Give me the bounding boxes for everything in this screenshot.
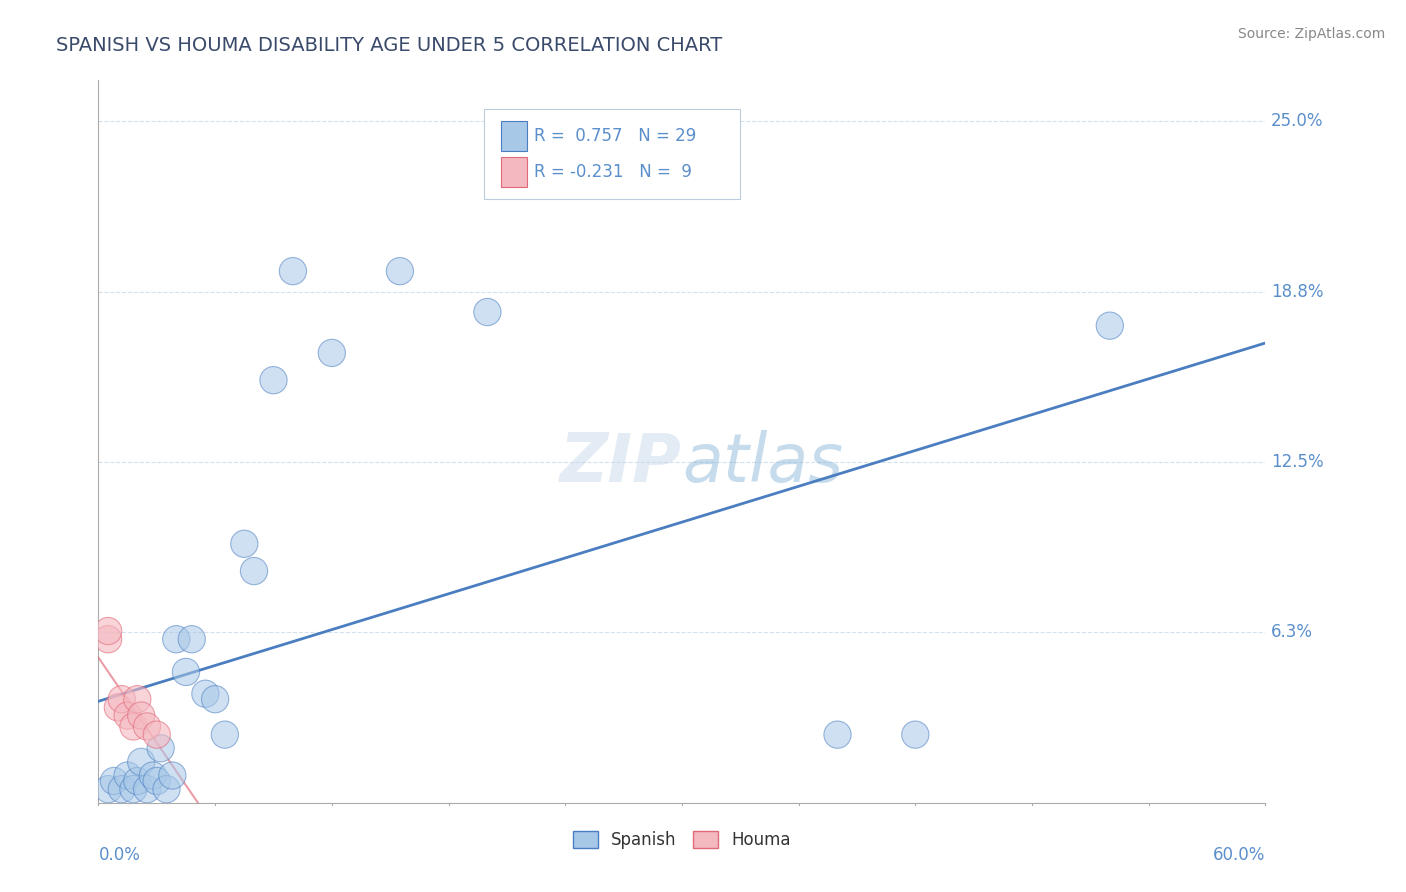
Ellipse shape xyxy=(1097,312,1123,339)
Text: 12.5%: 12.5% xyxy=(1271,453,1324,471)
Ellipse shape xyxy=(163,625,190,653)
Text: atlas: atlas xyxy=(682,430,844,496)
Ellipse shape xyxy=(173,658,200,686)
Ellipse shape xyxy=(94,775,122,803)
Ellipse shape xyxy=(211,721,239,748)
Ellipse shape xyxy=(179,625,205,653)
Ellipse shape xyxy=(387,258,413,285)
Ellipse shape xyxy=(100,767,128,795)
Ellipse shape xyxy=(94,625,122,653)
Ellipse shape xyxy=(260,367,287,394)
Ellipse shape xyxy=(153,775,180,803)
Ellipse shape xyxy=(124,767,150,795)
Text: SPANISH VS HOUMA DISABILITY AGE UNDER 5 CORRELATION CHART: SPANISH VS HOUMA DISABILITY AGE UNDER 5 … xyxy=(56,36,723,54)
Ellipse shape xyxy=(280,258,307,285)
Ellipse shape xyxy=(108,686,135,713)
Ellipse shape xyxy=(114,702,141,729)
Text: 60.0%: 60.0% xyxy=(1213,847,1265,864)
Text: 0.0%: 0.0% xyxy=(98,847,141,864)
FancyBboxPatch shape xyxy=(501,157,527,187)
Legend: Spanish, Houma: Spanish, Houma xyxy=(567,824,797,856)
Text: 6.3%: 6.3% xyxy=(1271,624,1313,641)
Text: ZIP: ZIP xyxy=(560,430,682,496)
Text: 25.0%: 25.0% xyxy=(1271,112,1323,130)
Ellipse shape xyxy=(94,617,122,645)
FancyBboxPatch shape xyxy=(501,120,527,151)
Ellipse shape xyxy=(901,721,929,748)
Ellipse shape xyxy=(474,299,501,326)
Ellipse shape xyxy=(143,721,170,748)
Ellipse shape xyxy=(231,530,257,558)
Text: R =  0.757   N = 29: R = 0.757 N = 29 xyxy=(534,127,696,145)
Ellipse shape xyxy=(159,762,186,789)
Ellipse shape xyxy=(240,558,267,584)
Ellipse shape xyxy=(191,680,219,707)
Ellipse shape xyxy=(143,767,170,795)
Text: 18.8%: 18.8% xyxy=(1271,283,1323,301)
Ellipse shape xyxy=(108,775,135,803)
Ellipse shape xyxy=(824,721,851,748)
Ellipse shape xyxy=(134,713,160,740)
Ellipse shape xyxy=(318,339,346,367)
Ellipse shape xyxy=(148,735,174,762)
Text: R = -0.231   N =  9: R = -0.231 N = 9 xyxy=(534,163,692,181)
Ellipse shape xyxy=(128,702,155,729)
Ellipse shape xyxy=(128,748,155,775)
Ellipse shape xyxy=(201,686,229,713)
Ellipse shape xyxy=(104,694,132,721)
Text: Source: ZipAtlas.com: Source: ZipAtlas.com xyxy=(1237,27,1385,41)
Ellipse shape xyxy=(114,762,141,789)
Ellipse shape xyxy=(120,713,148,740)
Ellipse shape xyxy=(120,775,148,803)
FancyBboxPatch shape xyxy=(484,109,741,200)
Ellipse shape xyxy=(124,686,150,713)
Ellipse shape xyxy=(134,775,160,803)
Ellipse shape xyxy=(139,762,166,789)
